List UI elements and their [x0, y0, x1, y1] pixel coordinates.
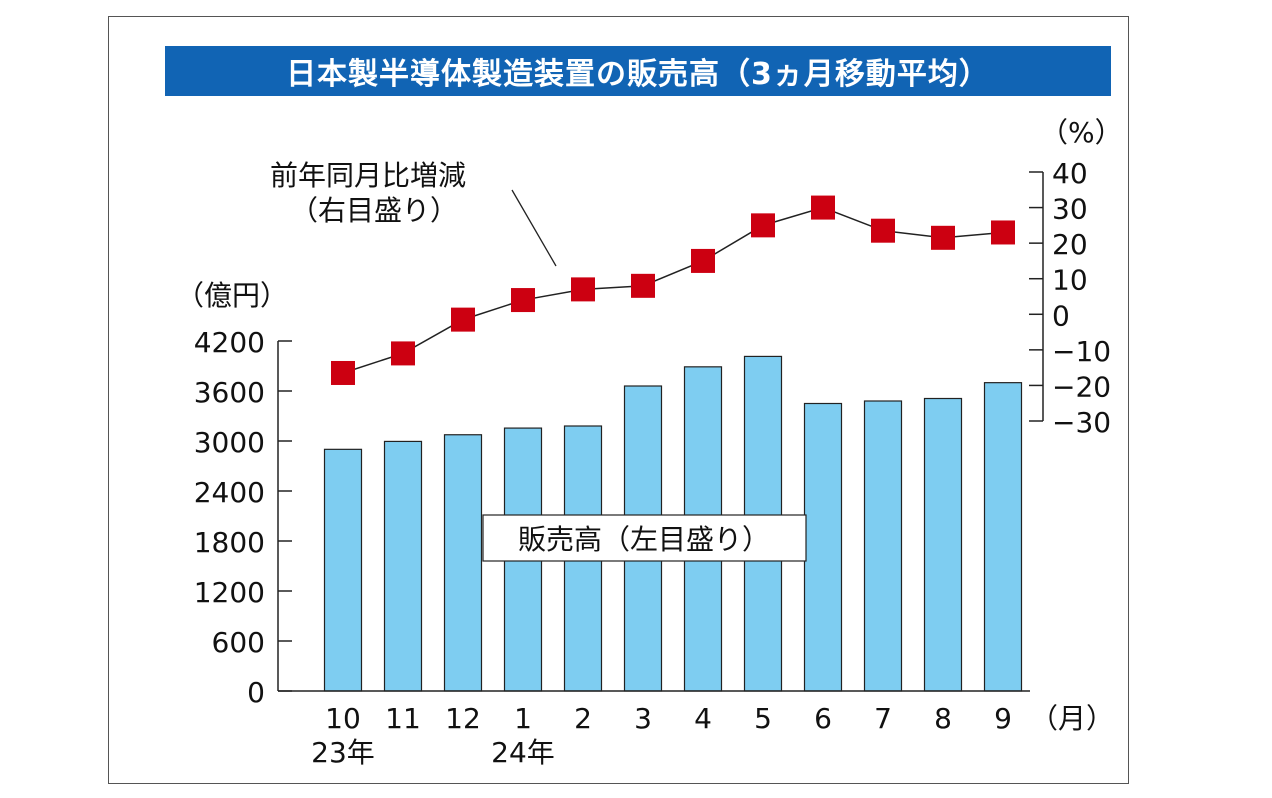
yoy-marker-9: [991, 220, 1015, 245]
yoy-marker-12: [451, 307, 475, 332]
bar-label-box: [482, 514, 807, 562]
line-annotation: 前年同月比増減: [270, 159, 466, 192]
left-tick-label: 4200: [194, 326, 265, 359]
left-tick-label: 1800: [194, 526, 265, 559]
x-tick-label: 7: [874, 702, 892, 735]
x-tick-label: 8: [934, 702, 952, 735]
yoy-marker-2: [571, 277, 595, 302]
left-axis-unit: （億円）: [176, 279, 288, 312]
bar-8: [923, 397, 963, 692]
left-tick-label: 600: [212, 626, 265, 659]
x-tick-label: 9: [994, 702, 1012, 735]
x-tick-label: 1: [514, 702, 532, 735]
yoy-marker-8: [931, 225, 955, 250]
bar-10: [323, 448, 363, 692]
x-tick-label: 5: [754, 702, 772, 735]
left-tick-label: 3000: [194, 426, 265, 459]
right-tick-label: −30: [1052, 406, 1111, 439]
x-tick-label: 10: [325, 702, 361, 735]
year-label: 23年: [311, 736, 375, 769]
bar-7: [863, 400, 903, 692]
yoy-marker-11: [391, 341, 415, 366]
bar-6: [803, 402, 843, 692]
yoy-marker-3: [631, 273, 655, 298]
left-tick-label: 1200: [194, 576, 265, 609]
right-tick-label: −10: [1052, 335, 1111, 368]
bar-annotation: 販売高（左目盛り）: [518, 523, 770, 556]
x-tick-label: 3: [634, 702, 652, 735]
left-tick-label: 3600: [194, 376, 265, 409]
yoy-marker-5: [751, 213, 775, 238]
annotation-leader-line: [511, 189, 557, 267]
x-tick-label: 11: [385, 702, 421, 735]
chart-title: 日本製半導体製造装置の販売高（3ヵ月移動平均）: [165, 46, 1111, 96]
yoy-marker-10: [331, 360, 355, 385]
line-annotation-sub: （右目盛り）: [290, 194, 458, 227]
x-tick-label: 2: [574, 702, 592, 735]
yoy-marker-6: [811, 195, 835, 220]
bar-11: [383, 440, 423, 692]
right-tick-label: 10: [1052, 264, 1088, 297]
left-tick-label: 2400: [194, 476, 265, 509]
x-axis-unit: （月）: [1030, 702, 1114, 735]
right-tick-label: 30: [1052, 193, 1088, 226]
yoy-line: [342, 206, 1004, 374]
right-tick-label: −20: [1052, 370, 1111, 403]
bar-9: [983, 382, 1023, 692]
left-tick-label: 0: [247, 676, 265, 709]
x-tick-label: 6: [814, 702, 832, 735]
year-label: 24年: [491, 736, 555, 769]
right-tick-label: 20: [1052, 228, 1088, 261]
right-tick-label: 0: [1052, 299, 1070, 332]
right-tick-label: 40: [1052, 157, 1088, 190]
x-tick-label: 12: [445, 702, 481, 735]
right-axis-unit: （%）: [1040, 116, 1123, 149]
yoy-marker-1: [511, 288, 535, 313]
bar-12: [443, 434, 483, 692]
x-tick-label: 4: [694, 702, 712, 735]
yoy-marker-7: [871, 218, 895, 243]
yoy-marker-4: [691, 248, 715, 273]
